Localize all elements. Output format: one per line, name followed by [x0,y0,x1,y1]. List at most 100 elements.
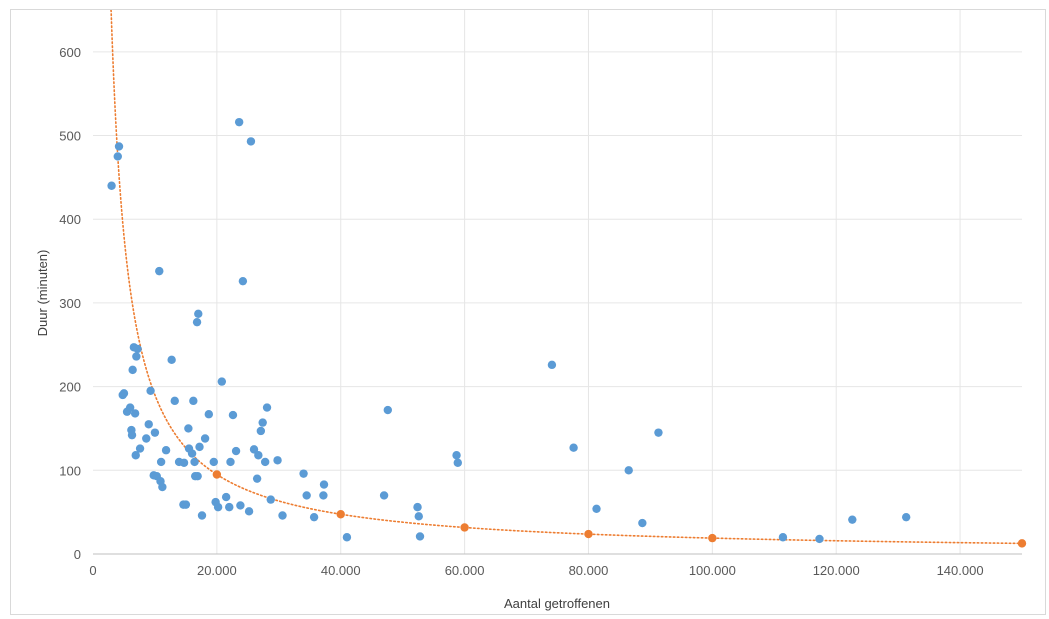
data-point [114,142,124,151]
data-point [193,471,202,481]
data-point [413,502,422,512]
data-point [150,428,160,437]
data-point [778,533,788,542]
data-point [113,152,122,161]
data-point [189,396,198,406]
data-point [131,451,140,460]
data-point [383,405,393,415]
data-point [125,403,135,412]
data-point [262,403,272,412]
model-point [460,523,469,532]
data-point [221,492,231,502]
data-point [209,457,218,467]
trend-curve [110,10,1023,545]
data-point [190,457,199,467]
model-point [212,470,222,479]
observation-points [107,117,911,544]
data-point [195,442,204,452]
x-axis-title: Aantal getroffenen [504,596,610,611]
data-point [200,434,210,443]
model-curve-layer [110,10,1023,545]
data-point [273,456,282,465]
data-point [260,457,270,467]
data-point [213,502,223,512]
data-point [319,491,328,500]
data-point [452,451,461,460]
data-point [256,426,266,436]
model-point [584,529,593,539]
data-point [167,355,176,365]
x-tick-label: 0 [89,563,96,578]
data-point [155,266,164,276]
data-point [266,495,275,504]
data-point [194,309,203,319]
data-point [414,512,423,521]
data-point [135,444,145,453]
data-point [217,377,227,386]
data-point [132,352,141,361]
data-point [127,430,137,440]
data-point [236,501,245,510]
data-point [192,317,202,327]
y-tick-label: 600 [59,45,81,60]
data-point [319,480,329,489]
y-tick-label: 100 [59,463,81,478]
data-point [246,137,256,146]
data-point [815,534,824,544]
data-point [228,410,238,420]
data-point [184,424,193,433]
data-point [244,507,254,516]
tick-labels: 0 100 200 300 400 500 600 0 20.000 40.000 60.000 80… [59,45,983,578]
model-point [708,533,717,543]
data-point [197,511,207,520]
data-point [901,512,911,522]
chart-frame: 0 100 200 300 400 500 600 0 20.000 40.000 60.000 80… [10,9,1046,615]
data-point [848,515,857,524]
scatter-chart: 0 100 200 300 400 500 600 0 20.000 40.000 60.000 80… [35,10,1027,611]
data-point [181,500,191,509]
data-point [128,365,137,375]
data-point [654,428,663,437]
x-tick-label: 140.000 [937,563,984,578]
data-point [107,181,116,190]
data-point [302,491,311,500]
data-point [142,434,151,443]
data-point [226,457,235,467]
data-point [249,445,259,454]
data-point [453,458,462,467]
y-tick-label: 500 [59,129,81,144]
data-point [133,344,142,354]
data-point [146,386,155,395]
x-tick-label: 60.000 [445,563,485,578]
y-tick-label: 400 [59,212,81,227]
data-point [278,511,287,520]
data-point [158,482,167,492]
y-tick-label: 0 [74,547,81,562]
data-point [179,458,189,467]
y-tick-label: 200 [59,380,81,395]
model-point [1017,539,1027,548]
data-point [234,117,244,127]
data-point [592,504,601,514]
data-point [130,409,140,418]
grid-lines [93,10,1022,554]
data-point [342,533,352,542]
data-point [231,446,241,456]
data-point [379,491,389,500]
data-point [204,410,214,419]
data-point [187,449,197,458]
data-point [144,420,153,429]
model-points [212,470,1027,548]
data-point [299,469,308,478]
data-point [258,418,267,427]
data-point [238,276,248,286]
data-point [170,396,179,406]
x-tick-label: 20.000 [197,563,237,578]
data-point [547,360,557,370]
x-tick-label: 80.000 [569,563,609,578]
data-point [638,518,647,528]
data-point [569,443,578,452]
y-tick-label: 300 [59,296,81,311]
data-point [254,451,263,460]
data-point [119,389,129,398]
